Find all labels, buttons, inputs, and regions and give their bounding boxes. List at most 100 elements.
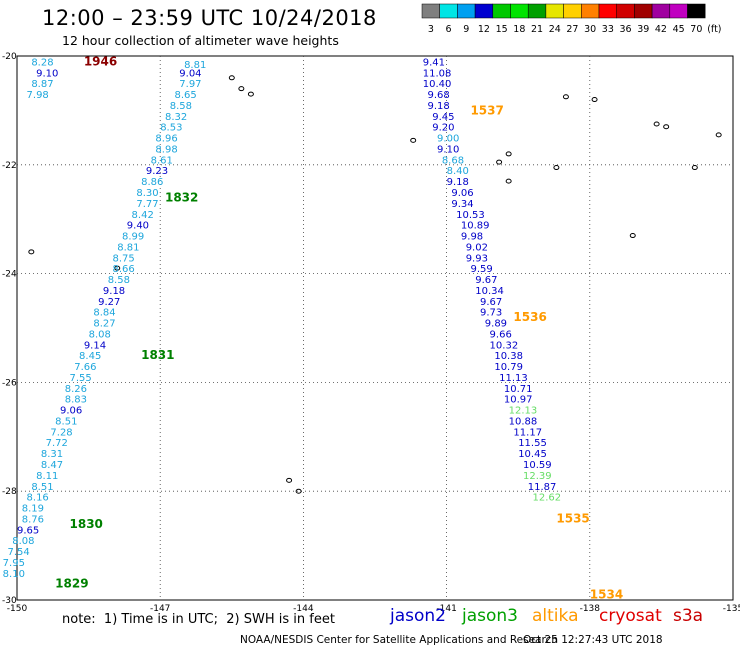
pass-time-label: 1832 [165, 190, 198, 204]
y-tick-label: -20 [2, 52, 17, 62]
wave-height-point: 9.06 [451, 188, 473, 199]
colorbar-tick-label: 24 [549, 24, 561, 35]
wave-height-point: 9.10 [36, 68, 58, 79]
wave-height-point: 8.65 [175, 90, 197, 101]
legend-altika: altika [532, 606, 579, 626]
colorbar-tick-label: 30 [584, 24, 596, 35]
wave-height-point: 8.51 [31, 482, 53, 493]
generation-timestamp: Oct 25 12:27:43 UTC 2018 [523, 634, 663, 646]
wave-height-point: 9.93 [466, 253, 488, 264]
colorbar-tick-label: 42 [655, 24, 667, 35]
island-outline [28, 249, 35, 255]
island-outline [653, 121, 660, 127]
wave-height-point: 9.20 [432, 123, 454, 134]
color-scale-legend: 3 6 9 12 15 18 21 24 27 30 33 36 39 42 45 70 (ft) [421, 3, 722, 35]
pass-time-label: 1831 [141, 348, 174, 362]
wave-height-point: 9.41 [423, 57, 445, 68]
island-outline [505, 178, 512, 184]
wave-height-point: 7.54 [7, 547, 29, 558]
wave-height-point: 9.65 [17, 525, 39, 536]
colorbar-tick-label: 27 [566, 24, 578, 35]
island-outline [553, 165, 560, 171]
wave-height-point: 7.97 [179, 79, 201, 90]
wave-height-point: 10.34 [475, 286, 504, 297]
wave-height-point: 8.45 [79, 351, 101, 362]
chart-subtitle: 12 hour collection of altimeter wave hei… [62, 33, 339, 48]
wave-height-point: 9.66 [490, 329, 512, 340]
wave-height-point: 8.81 [184, 60, 206, 71]
legend-jason2: jason2 [390, 606, 446, 626]
colorbar-tick-label: 15 [496, 24, 508, 35]
wave-height-point: 9.89 [485, 319, 507, 330]
colorbar-tick-label: 12 [478, 24, 490, 35]
wave-height-point: 9.04 [179, 68, 201, 79]
island-outline [247, 91, 254, 97]
wave-height-point: 11.08 [423, 68, 452, 79]
wave-height-point: 9.67 [475, 275, 497, 286]
wave-height-point: 9.59 [470, 264, 492, 275]
wave-height-point: 10.97 [504, 395, 533, 406]
wave-height-point: 8.83 [65, 395, 87, 406]
wave-height-point: 8.30 [136, 188, 158, 199]
plot-frame [16, 55, 734, 601]
colorbar-tick-label: 36 [620, 24, 632, 35]
chart-title: 12:00 – 23:59 UTC 10/24/2018 [42, 6, 377, 30]
wave-height-point: 8.87 [31, 79, 53, 90]
wave-height-point: 7.66 [74, 362, 96, 373]
y-tick-label: -24 [2, 270, 17, 280]
island-outline [562, 94, 569, 100]
credit-line: NOAA/NESDIS Center for Satellite Applica… [240, 634, 558, 646]
wave-height-point: 10.79 [494, 362, 523, 373]
wave-height-point: 9.67 [480, 297, 502, 308]
x-tick-label: -147 [150, 604, 170, 614]
wave-height-point: 8.51 [55, 416, 77, 427]
island-outline [505, 151, 512, 157]
legend-cryosat: cryosat [599, 606, 662, 626]
pass-time-label: 1536 [513, 310, 546, 324]
wave-height-point: 10.32 [490, 340, 519, 351]
wave-height-point: 8.16 [27, 493, 49, 504]
wave-height-point: 8.58 [170, 101, 192, 112]
colorbar-tick-label: 9 [463, 24, 469, 35]
island-outline [629, 233, 636, 239]
wave-height-point: 9.00 [437, 134, 459, 145]
colorbar-unit: (ft) [707, 24, 721, 35]
wave-height-point: 7.95 [3, 558, 25, 569]
y-tick-label: -28 [2, 487, 17, 497]
wave-height-point: 8.86 [141, 177, 163, 188]
island-outline [496, 159, 503, 165]
y-tick-label: -30 [2, 596, 17, 606]
wave-height-point: 8.53 [160, 123, 182, 134]
island-outline [295, 488, 302, 494]
wave-height-point: 8.26 [65, 384, 87, 395]
wave-height-point: 8.61 [151, 155, 173, 166]
wave-height-point: 8.47 [41, 460, 63, 471]
wave-height-point: 8.08 [89, 329, 111, 340]
y-tick-label: -22 [2, 161, 17, 171]
pass-time-label: 1537 [470, 103, 503, 117]
colorbar-tick-label: 6 [446, 24, 452, 35]
wave-height-point: 9.45 [432, 112, 454, 123]
wave-height-point: 8.42 [132, 210, 154, 221]
footer-note: note: 1) Time is in UTC; 2) SWH is in fe… [62, 612, 335, 627]
wave-height-point: 8.84 [93, 308, 115, 319]
pass-time-label: 1946 [84, 54, 117, 68]
wave-height-point: 8.96 [155, 134, 177, 145]
wave-height-point: 8.81 [117, 242, 139, 253]
wave-height-point: 9.18 [447, 177, 469, 188]
wave-height-point: 7.55 [70, 373, 92, 384]
wave-height-point: 8.10 [3, 569, 25, 580]
island-outline [591, 97, 598, 103]
island-outline [238, 86, 245, 92]
wave-height-point: 8.66 [112, 264, 134, 275]
colorbar-swatch [687, 3, 706, 19]
x-tick-label: -138 [580, 604, 601, 614]
wave-height-point: 8.58 [108, 275, 130, 286]
wave-height-point: 8.31 [41, 449, 63, 460]
wave-height-point: 12.13 [509, 406, 538, 417]
pass-time-label: 1534 [590, 588, 623, 602]
wave-height-point: 10.45 [518, 449, 547, 460]
x-tick-label: -135 [723, 604, 740, 614]
wave-height-point: 11.17 [513, 427, 542, 438]
wave-height-point: 9.18 [103, 286, 125, 297]
